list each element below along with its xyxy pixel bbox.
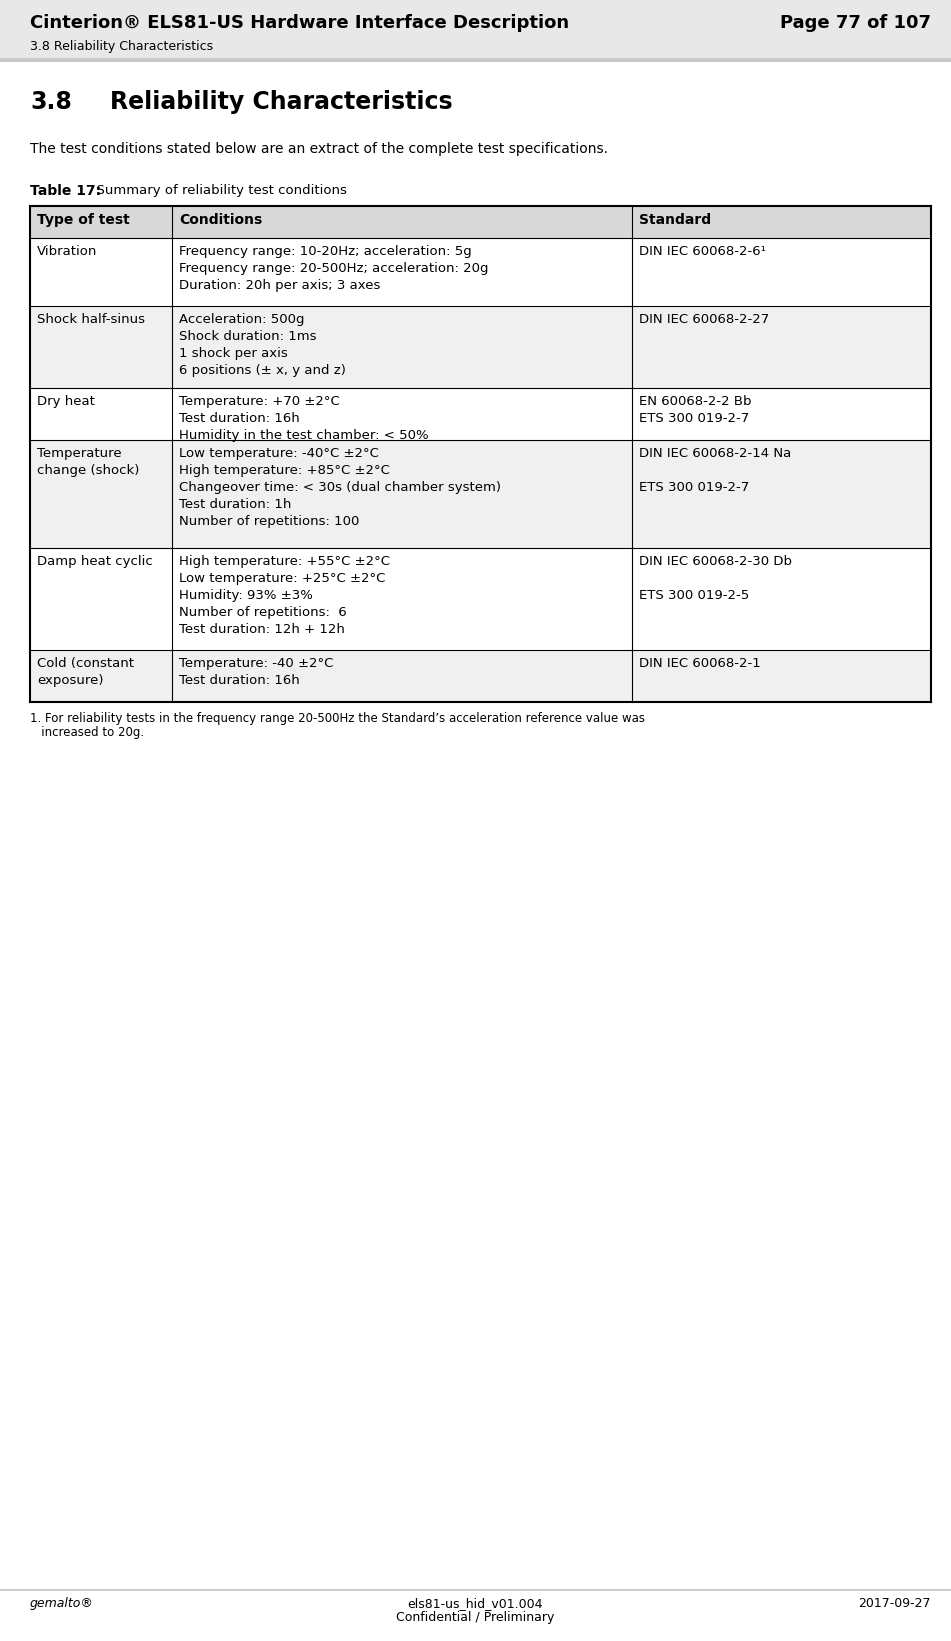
Bar — [631, 650, 931, 702]
Bar — [30, 305, 172, 387]
Text: 3.8: 3.8 — [30, 90, 72, 113]
Bar — [30, 207, 172, 238]
Text: Type of test: Type of test — [37, 213, 129, 226]
Bar — [0, 57, 951, 62]
Text: Standard: Standard — [639, 213, 711, 226]
Bar — [172, 440, 631, 548]
Bar — [631, 305, 931, 387]
Text: Cold (constant
exposure): Cold (constant exposure) — [37, 656, 134, 688]
Bar — [30, 650, 172, 702]
Text: Vibration: Vibration — [37, 245, 97, 258]
Text: Shock half-sinus: Shock half-sinus — [37, 313, 145, 327]
Bar — [30, 440, 172, 548]
Text: Damp heat cyclic: Damp heat cyclic — [37, 555, 153, 568]
Text: increased to 20g.: increased to 20g. — [30, 725, 145, 738]
Bar — [631, 548, 931, 650]
Text: Low temperature: -40°C ±2°C
High temperature: +85°C ±2°C
Changeover time: < 30s : Low temperature: -40°C ±2°C High tempera… — [180, 446, 501, 528]
Text: Dry heat: Dry heat — [37, 395, 95, 409]
Text: els81-us_hid_v01.004: els81-us_hid_v01.004 — [408, 1597, 543, 1610]
Bar — [172, 387, 631, 440]
Bar — [172, 548, 631, 650]
Text: 1. For reliability tests in the frequency range 20-500Hz the Standard’s accelera: 1. For reliability tests in the frequenc… — [30, 712, 645, 725]
Text: Acceleration: 500g
Shock duration: 1ms
1 shock per axis
6 positions (± x, y and : Acceleration: 500g Shock duration: 1ms 1… — [180, 313, 346, 377]
Text: Temperature: -40 ±2°C
Test duration: 16h: Temperature: -40 ±2°C Test duration: 16h — [180, 656, 334, 688]
Text: Reliability Characteristics: Reliability Characteristics — [110, 90, 453, 113]
Bar — [172, 650, 631, 702]
Text: DIN IEC 60068-2-1: DIN IEC 60068-2-1 — [639, 656, 761, 670]
Text: DIN IEC 60068-2-30 Db

ETS 300 019-2-5: DIN IEC 60068-2-30 Db ETS 300 019-2-5 — [639, 555, 792, 602]
Text: 3.8 Reliability Characteristics: 3.8 Reliability Characteristics — [30, 39, 213, 53]
Bar — [30, 387, 172, 440]
Bar — [631, 207, 931, 238]
Text: Summary of reliability test conditions: Summary of reliability test conditions — [88, 184, 347, 197]
Text: Conditions: Conditions — [180, 213, 262, 226]
Text: The test conditions stated below are an extract of the complete test specificati: The test conditions stated below are an … — [30, 143, 608, 156]
Bar — [172, 207, 631, 238]
Bar — [172, 238, 631, 305]
Text: DIN IEC 60068-2-6¹: DIN IEC 60068-2-6¹ — [639, 245, 766, 258]
Text: EN 60068-2-2 Bb
ETS 300 019-2-7: EN 60068-2-2 Bb ETS 300 019-2-7 — [639, 395, 751, 425]
Text: Page 77 of 107: Page 77 of 107 — [780, 15, 931, 33]
Text: DIN IEC 60068-2-14 Na

ETS 300 019-2-7: DIN IEC 60068-2-14 Na ETS 300 019-2-7 — [639, 446, 791, 494]
Text: Temperature
change (shock): Temperature change (shock) — [37, 446, 140, 478]
Text: gemalto®: gemalto® — [30, 1597, 94, 1610]
Bar — [631, 387, 931, 440]
Text: DIN IEC 60068-2-27: DIN IEC 60068-2-27 — [639, 313, 769, 327]
Text: 2017-09-27: 2017-09-27 — [859, 1597, 931, 1610]
Text: Temperature: +70 ±2°C
Test duration: 16h
Humidity in the test chamber: < 50%: Temperature: +70 ±2°C Test duration: 16h… — [180, 395, 429, 441]
Bar — [631, 238, 931, 305]
Text: Table 17:: Table 17: — [30, 184, 101, 199]
Bar — [30, 238, 172, 305]
Bar — [0, 1588, 951, 1592]
Text: Cinterion® ELS81-US Hardware Interface Description: Cinterion® ELS81-US Hardware Interface D… — [30, 15, 569, 33]
Text: Confidential / Preliminary: Confidential / Preliminary — [397, 1611, 554, 1625]
Bar — [30, 548, 172, 650]
Text: Frequency range: 10-20Hz; acceleration: 5g
Frequency range: 20-500Hz; accelerati: Frequency range: 10-20Hz; acceleration: … — [180, 245, 489, 292]
Bar — [0, 0, 951, 62]
Bar — [631, 440, 931, 548]
Bar — [172, 305, 631, 387]
Text: High temperature: +55°C ±2°C
Low temperature: +25°C ±2°C
Humidity: 93% ±3%
Numbe: High temperature: +55°C ±2°C Low tempera… — [180, 555, 390, 637]
